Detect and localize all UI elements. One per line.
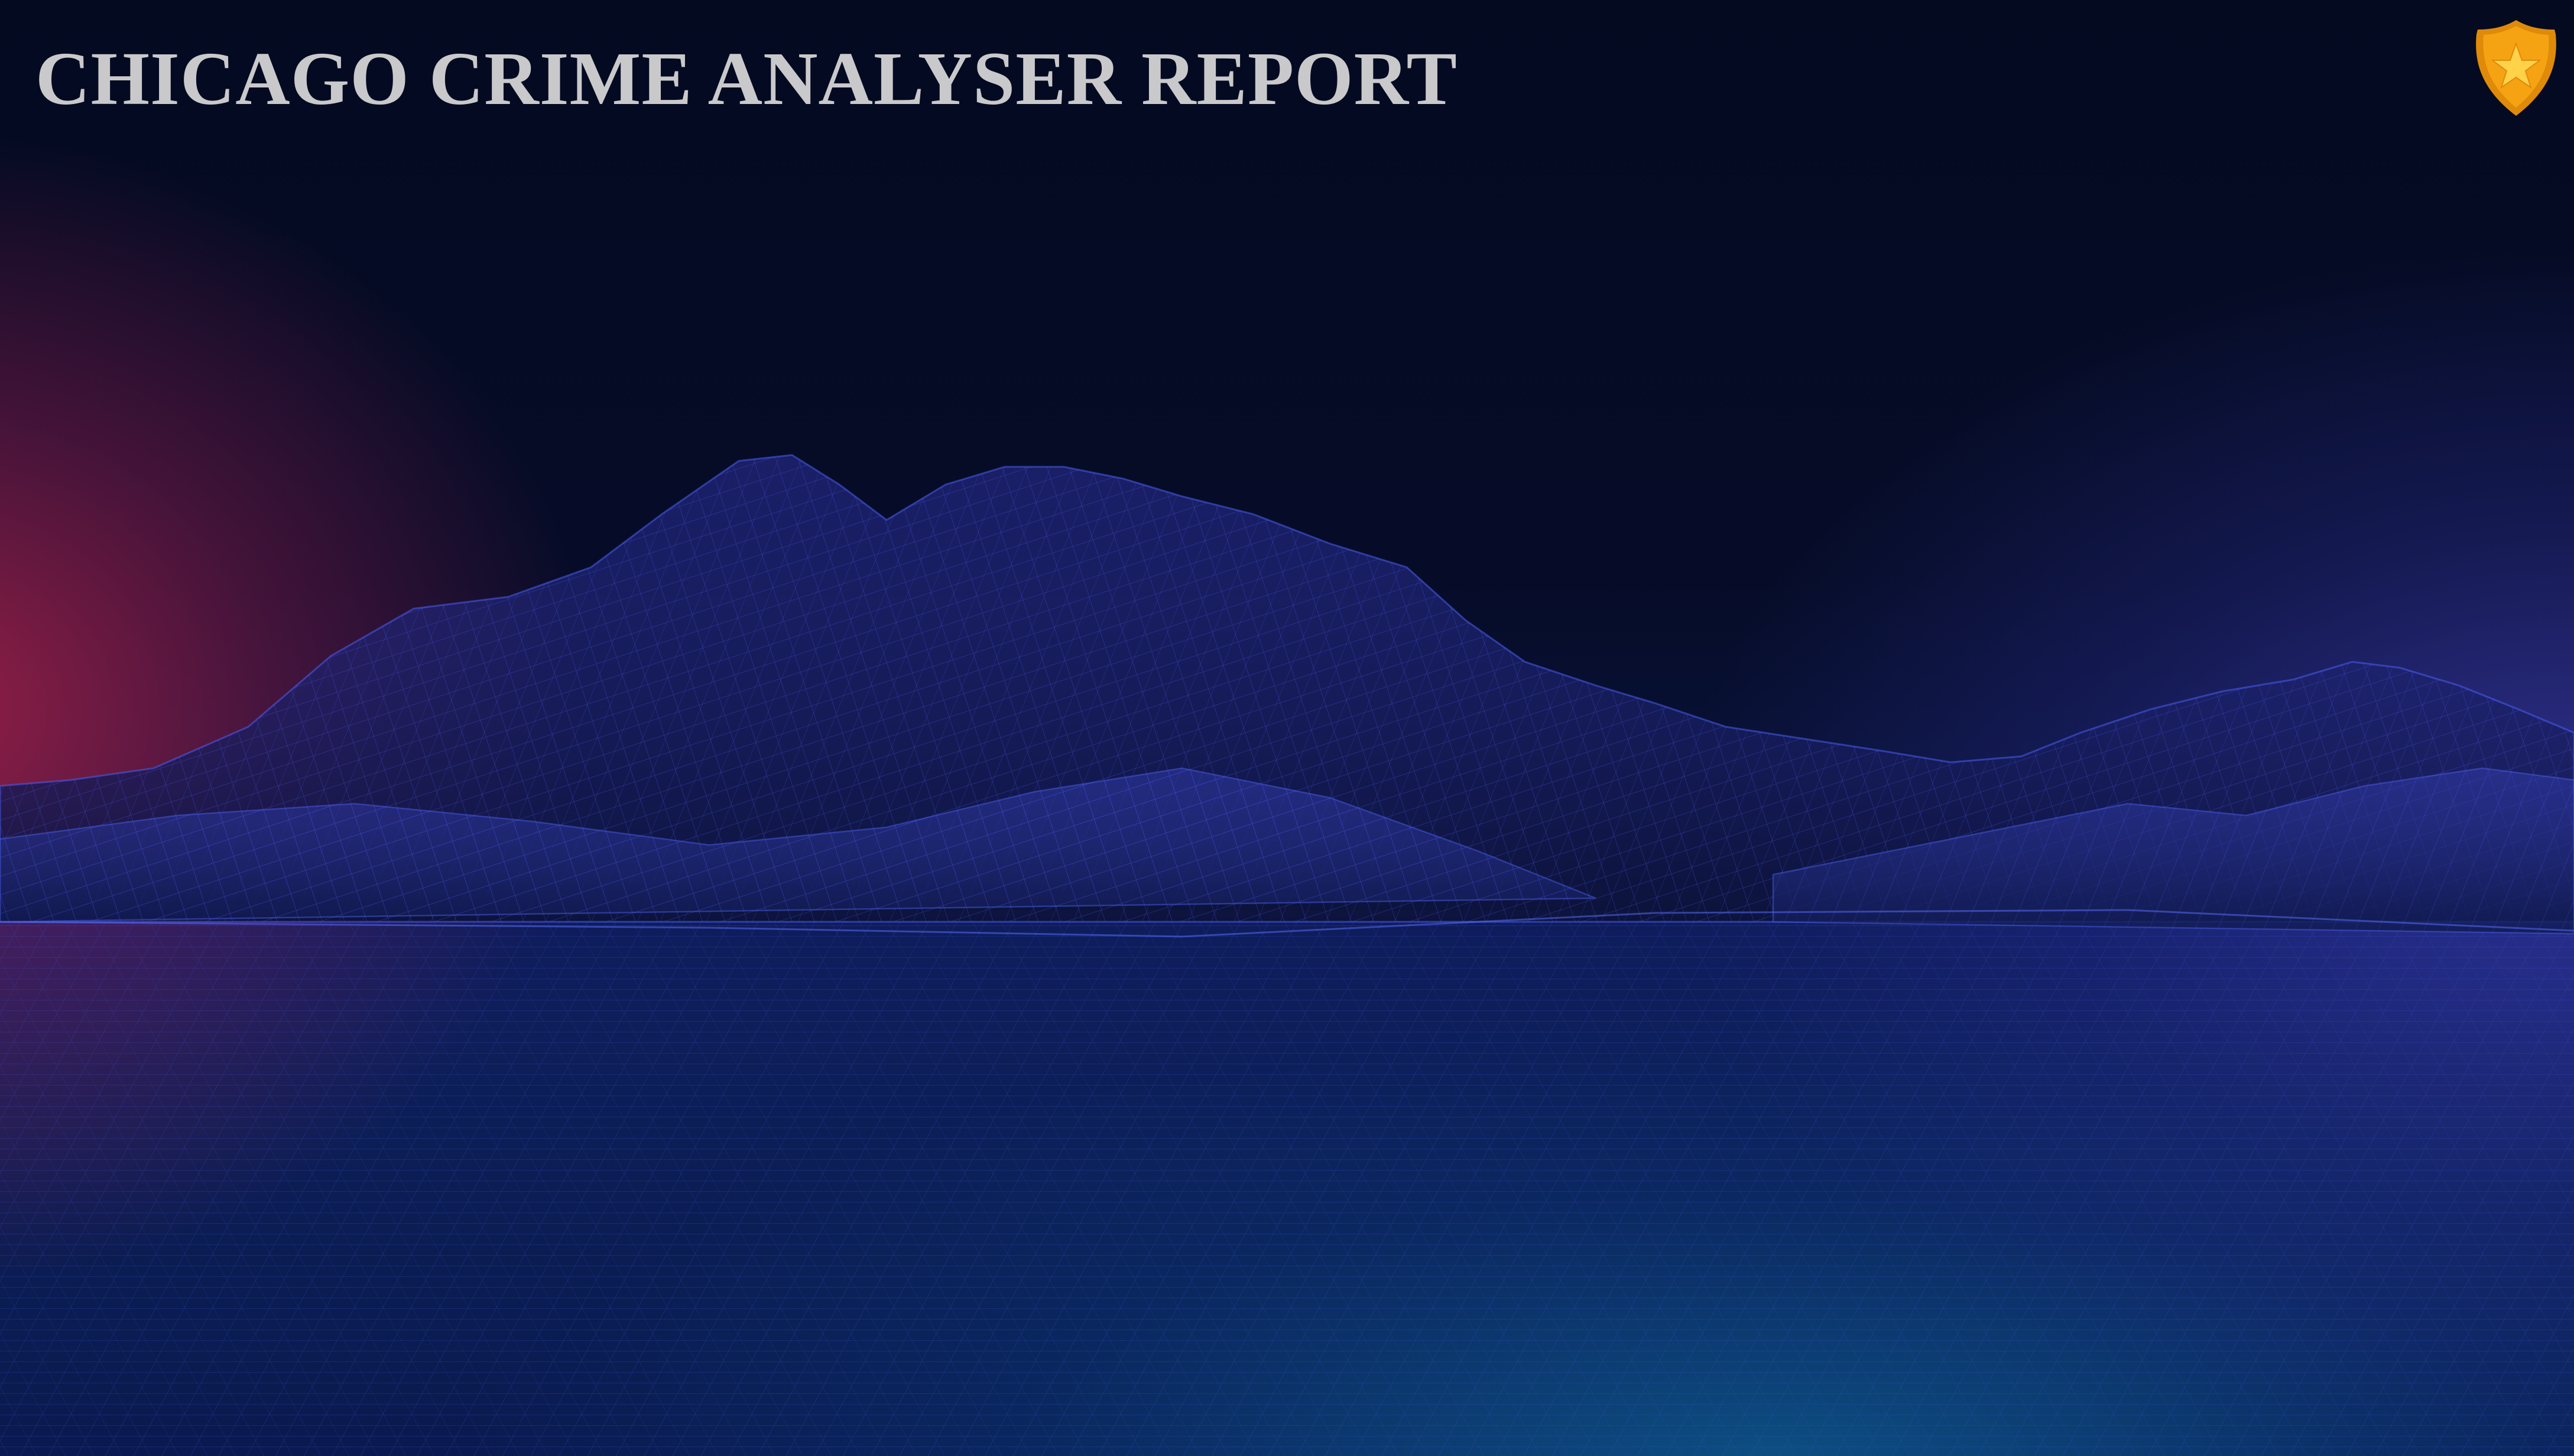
report-title: CHICAGO CRIME ANALYSER REPORT: [35, 37, 1458, 121]
police-badge-icon: [2471, 18, 2562, 118]
